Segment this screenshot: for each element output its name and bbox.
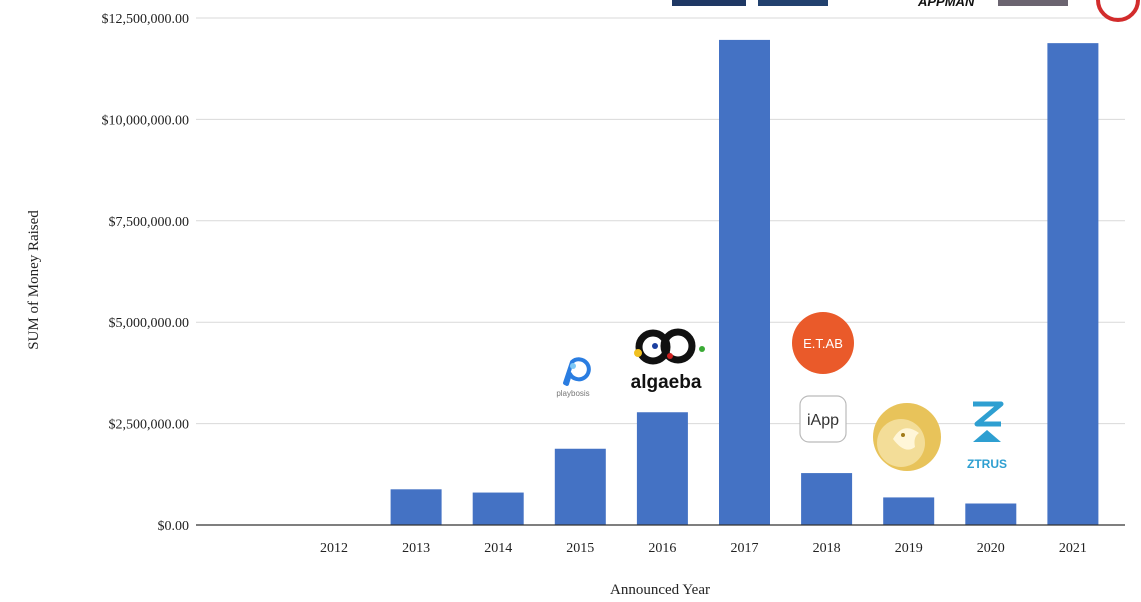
playbosis-logo: playbosis: [556, 357, 591, 398]
x-axis-ticks: 2012 2013 2014 2015 2016 2017 2018 2019 2020 2021: [320, 541, 1087, 556]
bar-2017: [719, 39, 770, 525]
x-tick-label-2013: 2013: [402, 541, 430, 556]
y-tick-label: $10,000,000.00: [102, 113, 190, 128]
x-tick-label-2019: 2019: [895, 541, 923, 556]
iapp-logo: iApp: [799, 395, 847, 443]
bar-2020: [965, 503, 1017, 525]
dark-blue-logo-block: [672, 0, 746, 6]
x-tick-label-2014: 2014: [484, 541, 512, 556]
bar-2019: [883, 497, 935, 525]
iapp-logo-text: iApp: [807, 412, 839, 429]
red-circle-logo: [1096, 0, 1140, 22]
eitlab-logo-text: E.T.AB: [803, 336, 843, 351]
x-tick-label-2018: 2018: [813, 541, 841, 556]
gridlines: [196, 17, 1125, 425]
x-tick-label-2012: 2012: [320, 541, 348, 556]
gold-bird-logo: [873, 403, 941, 471]
ztrus-logo-text: ZTRUS: [967, 457, 1007, 471]
x-tick-label-2017: 2017: [731, 541, 759, 556]
y-tick-label: $0.00: [158, 519, 190, 534]
bar-2015: [554, 448, 606, 525]
y-tick-label: $7,500,000.00: [109, 215, 190, 230]
algaeba-logo: algaeba: [631, 328, 705, 393]
bar-2018: [801, 473, 853, 525]
x-tick-label-2021: 2021: [1059, 541, 1087, 556]
playbosis-logo-text: playbosis: [556, 389, 589, 398]
eitlab-logo: E.T.AB: [792, 312, 854, 374]
y-axis-ticks: $0.00 $2,500,000.00 $5,000,000.00 $7,500,00…: [102, 12, 190, 534]
y-axis-title: SUM of Money Raised: [26, 210, 42, 350]
x-tick-label-2016: 2016: [648, 541, 676, 556]
top-logos: APPMAN: [672, 0, 1140, 22]
algaeba-logo-text: algaeba: [631, 372, 702, 393]
bar-2016: [636, 412, 688, 525]
y-tick-label: $2,500,000.00: [109, 418, 190, 433]
x-tick-label-2020: 2020: [977, 541, 1005, 556]
navy-logo-block: [758, 0, 828, 6]
gray-logo-block: [998, 0, 1068, 6]
appman-logo: APPMAN: [917, 0, 975, 9]
y-tick-label: $5,000,000.00: [109, 316, 190, 331]
bars: [390, 39, 1099, 525]
x-axis-title: Announced Year: [610, 582, 710, 598]
ztrus-logo: ZTRUS: [967, 401, 1007, 471]
bar-2021: [1047, 43, 1099, 525]
bar-2013: [390, 489, 442, 525]
bar-2014: [472, 492, 524, 525]
y-tick-label: $12,500,000.00: [102, 12, 190, 27]
x-tick-label-2015: 2015: [566, 541, 594, 556]
